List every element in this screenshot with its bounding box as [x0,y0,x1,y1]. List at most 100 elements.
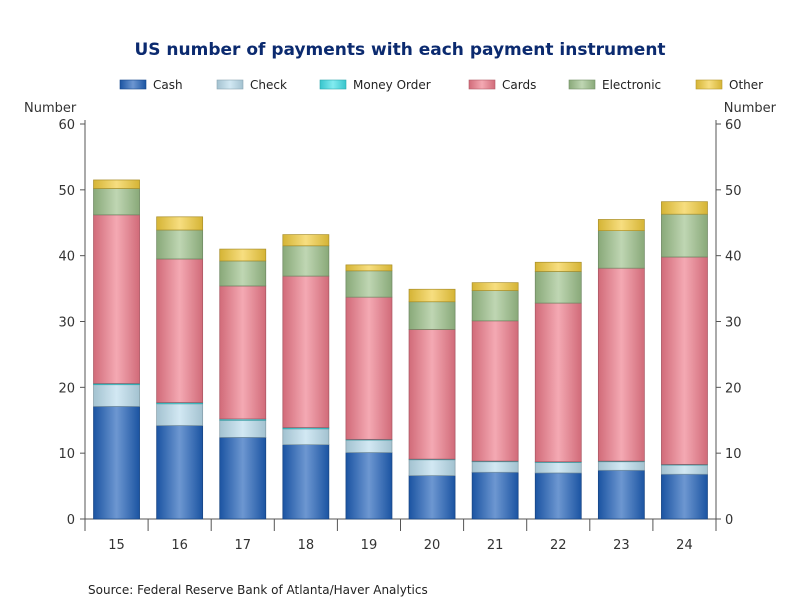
legend-label-cash: Cash [153,78,183,92]
bar-stack-17 [219,248,267,520]
right-tick-label: 40 [725,250,742,265]
bar-16-check [156,403,204,426]
bar-stack-23 [597,219,645,520]
bar-stack-15 [93,179,140,520]
left-tick-label: 0 [67,513,75,528]
bar-16-cards [156,258,204,403]
right-tick-label: 0 [725,513,733,528]
legend-item-cards: Cards [468,78,536,92]
bar-17-check [219,419,267,438]
bar-stack-16 [156,216,204,520]
bar-22-electronic [534,271,582,304]
bar-15-other [93,179,140,189]
bar-22-check [534,462,582,474]
bar-15-cards [93,214,140,384]
left-tick-label: 10 [58,447,75,462]
legend-item-money-order: Money Order [319,78,431,92]
right-axis-title: Number [724,101,777,116]
x-tick-label-16: 16 [171,538,188,553]
bar-22-cash [534,472,582,520]
bar-stack-22 [534,261,582,520]
bar-stack-18 [282,234,330,520]
x-tick-label-23: 23 [613,538,630,553]
x-tick-label-22: 22 [550,538,567,553]
legend-label-money-order: Money Order [353,78,431,92]
legend-swatch-money-order [319,79,347,90]
legend-swatch-cards [468,79,496,90]
left-tick-label: 30 [58,316,75,331]
bar-18-cards [282,275,330,428]
bar-19-check [345,439,393,453]
bar-19-other [345,264,393,272]
legend: Cash Check Money Order Cards Electronic Other [119,78,763,92]
x-tick-label-24: 24 [676,538,693,553]
bar-18-cash [282,444,330,520]
bar-23-other [597,219,645,231]
x-tick-labels: 15 16 17 18 19 20 21 22 23 24 [84,519,717,553]
x-tick-label-21: 21 [487,538,504,553]
bar-stack-20 [408,288,456,520]
bar-22-other [534,261,582,272]
source-note: Source: Federal Reserve Bank of Atlanta/… [88,583,428,597]
legend-swatch-other [695,79,723,90]
bar-stack-19 [345,264,393,520]
bar-21-electronic [471,290,519,322]
legend-swatch-cash [119,79,147,90]
bar-18-electronic [282,245,330,277]
x-tick-label-18: 18 [298,538,315,553]
legend-swatch-check [216,79,244,90]
bar-23-check [597,461,645,471]
bar-20-cash [408,475,456,520]
right-tick-label: 10 [725,447,742,462]
legend-label-cards: Cards [502,78,536,92]
legend-label-other: Other [729,78,763,92]
legend-label-check: Check [250,78,287,92]
right-tick-label: 50 [725,184,742,199]
bar-20-check [408,459,456,476]
bar-21-check [471,461,519,473]
right-tick-label: 60 [725,118,742,133]
bar-21-other [471,282,519,291]
bar-15-cash [93,406,140,520]
bar-23-cards [597,267,645,462]
bar-20-other [408,288,456,303]
chart-title: US number of payments with each payment … [134,40,665,60]
bar-19-cards [345,296,393,440]
legend-item-electronic: Electronic [568,78,661,92]
bar-19-electronic [345,270,393,298]
bar-24-other [661,201,708,215]
x-tick-label-20: 20 [424,538,441,553]
left-tick-label: 20 [58,381,75,396]
bar-stack-21 [471,282,519,520]
legend-label-electronic: Electronic [602,78,661,92]
bar-16-cash [156,425,204,520]
x-tick-label-15: 15 [108,538,125,553]
bar-24-check [661,464,708,475]
bar-24-electronic [661,213,708,258]
bars [93,179,708,520]
bar-21-cards [471,320,519,462]
bar-stack-24 [661,201,708,520]
bar-15-electronic [93,188,140,216]
bar-16-electronic [156,229,204,260]
bar-16-other [156,216,204,231]
left-tick-label: 50 [58,184,75,199]
bar-22-cards [534,302,582,463]
bar-23-cash [597,469,645,520]
left-tick-label: 60 [58,118,75,133]
x-tick-label-19: 19 [361,538,378,553]
right-tick-label: 30 [725,316,742,331]
bar-19-cash [345,452,393,520]
legend-item-other: Other [695,78,763,92]
legend-item-cash: Cash [119,78,183,92]
bar-18-other [282,234,330,247]
bar-24-cash [661,473,708,520]
legend-swatch-electronic [568,79,596,90]
bar-17-electronic [219,260,267,287]
bar-24-cards [661,256,708,465]
bar-18-check [282,428,330,445]
right-tick-label: 20 [725,381,742,396]
bar-17-other [219,248,267,262]
bar-20-cards [408,329,456,460]
